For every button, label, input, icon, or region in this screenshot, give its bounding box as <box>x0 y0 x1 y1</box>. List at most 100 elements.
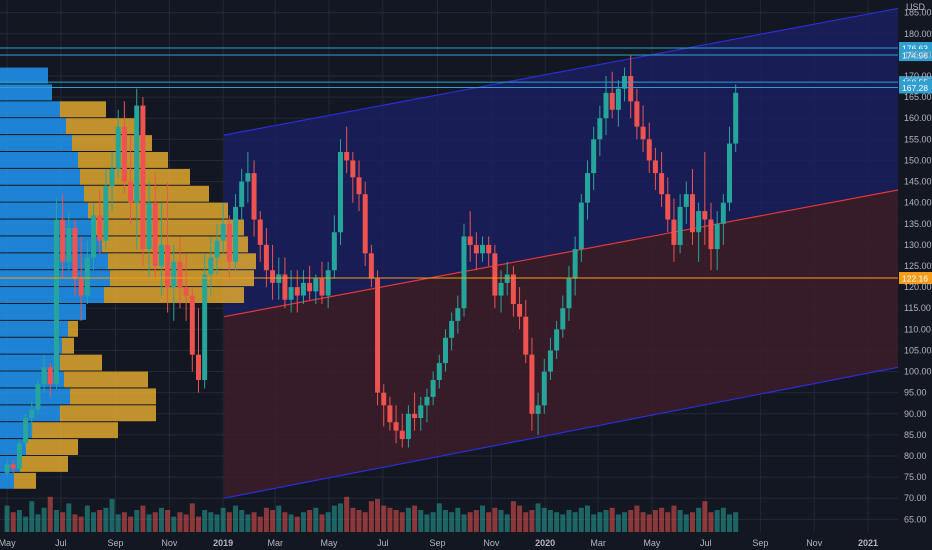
candle-body <box>276 274 282 283</box>
volume-bar <box>208 512 214 532</box>
x-tick-label: 2019 <box>213 538 233 548</box>
candle-body <box>128 181 134 203</box>
candle-body <box>560 308 566 330</box>
candle-body <box>362 194 368 254</box>
volume-bar <box>35 514 41 532</box>
candle-body <box>84 257 90 296</box>
volume-bar <box>603 510 609 532</box>
candle-body <box>183 287 189 296</box>
y-tick-label: 160.00 <box>904 113 932 123</box>
y-tick-label: 100.00 <box>904 367 932 377</box>
candle-body <box>603 92 609 119</box>
volume-bar <box>72 514 78 532</box>
candle-body <box>387 405 393 423</box>
volume-bar <box>47 496 53 532</box>
channel-mid-line <box>223 189 899 318</box>
x-tick-label: May <box>643 538 661 548</box>
regression-channel <box>223 7 899 499</box>
volume-bars <box>4 496 739 532</box>
candle-body <box>288 287 294 300</box>
candle-body <box>424 396 430 406</box>
candle-body <box>566 278 572 309</box>
profile-row-left <box>0 101 60 118</box>
volume-bar <box>640 512 646 532</box>
candle-body <box>202 274 208 380</box>
volume-bar <box>84 505 90 532</box>
volume-bar <box>115 514 121 532</box>
level-label: 176.63 <box>902 44 928 54</box>
candle-body <box>529 354 535 414</box>
y-tick-label: 165.00 <box>904 92 932 102</box>
volume-bar <box>609 507 615 532</box>
candle-body <box>331 232 337 271</box>
y-tick-label: 185.00 <box>904 8 932 18</box>
profile-row-left <box>0 287 104 303</box>
volume-bar <box>387 507 393 532</box>
candle-body <box>35 384 41 410</box>
profile-row-left <box>0 304 86 320</box>
y-tick-label: 85.00 <box>904 430 927 440</box>
price-axis[interactable]: 65.00 70.00 75.00 80.00 85.00 90.00 95.00 100.0… <box>904 8 932 525</box>
candle-body <box>381 392 387 406</box>
volume-bar <box>517 505 523 532</box>
volume-bar <box>214 514 220 532</box>
candle-body <box>492 253 498 296</box>
volume-bar <box>257 516 263 532</box>
volume-bar <box>560 514 566 532</box>
candle-body <box>646 139 652 161</box>
volume-bar <box>276 505 282 532</box>
y-tick-label: 150.00 <box>904 155 932 165</box>
volume-bar <box>183 514 189 532</box>
volume-bar <box>615 514 621 532</box>
candle-body <box>220 223 226 241</box>
volume-bar <box>66 503 72 532</box>
volume-bar <box>652 510 658 532</box>
candle-body <box>517 304 523 317</box>
candle-body <box>659 173 665 195</box>
time-axis[interactable]: May Jul Sep Nov 2019 Mar May Jul Sep Nov 2020 Mar Ma… <box>0 538 878 548</box>
volume-bar <box>683 514 689 532</box>
candle-body <box>41 367 47 385</box>
candle-body <box>146 202 152 250</box>
candle-body <box>399 430 405 440</box>
candle-body <box>473 244 479 254</box>
candle-body <box>115 126 121 169</box>
candle-body <box>282 274 288 300</box>
volume-bar <box>412 505 418 532</box>
candle-body <box>16 443 22 469</box>
x-tick-label: May <box>0 538 16 548</box>
volume-bar <box>220 507 226 532</box>
y-tick-label: 90.00 <box>904 409 927 419</box>
candle-body <box>214 240 220 258</box>
candle-body <box>696 211 702 233</box>
profile-row-left <box>0 152 78 168</box>
volume-bar <box>171 516 177 532</box>
profile-row-left <box>0 67 48 84</box>
volume-bar <box>436 503 442 532</box>
x-tick-label: Sep <box>108 538 124 548</box>
volume-bar <box>504 514 510 532</box>
volume-bar <box>578 507 584 532</box>
candle-body <box>615 88 621 110</box>
volume-bar <box>158 507 164 532</box>
volume-bar <box>628 510 634 532</box>
volume-bar <box>195 516 201 532</box>
candle-body <box>270 270 276 283</box>
volume-bar <box>288 514 294 532</box>
candle-body <box>134 105 140 203</box>
candle-body <box>307 282 313 292</box>
profile-row-right <box>102 236 248 253</box>
volume-bar <box>696 507 702 532</box>
volume-bar <box>319 514 325 532</box>
candle-body <box>109 168 115 186</box>
volume-bar <box>584 505 590 532</box>
volume-bar <box>634 505 640 532</box>
profile-row-right <box>62 337 74 354</box>
candle-body <box>233 206 239 262</box>
candle-body <box>97 215 103 241</box>
profile-row-right <box>20 456 68 472</box>
candle-body <box>239 181 245 207</box>
volume-bar <box>547 510 553 532</box>
volume-bar <box>270 510 276 532</box>
